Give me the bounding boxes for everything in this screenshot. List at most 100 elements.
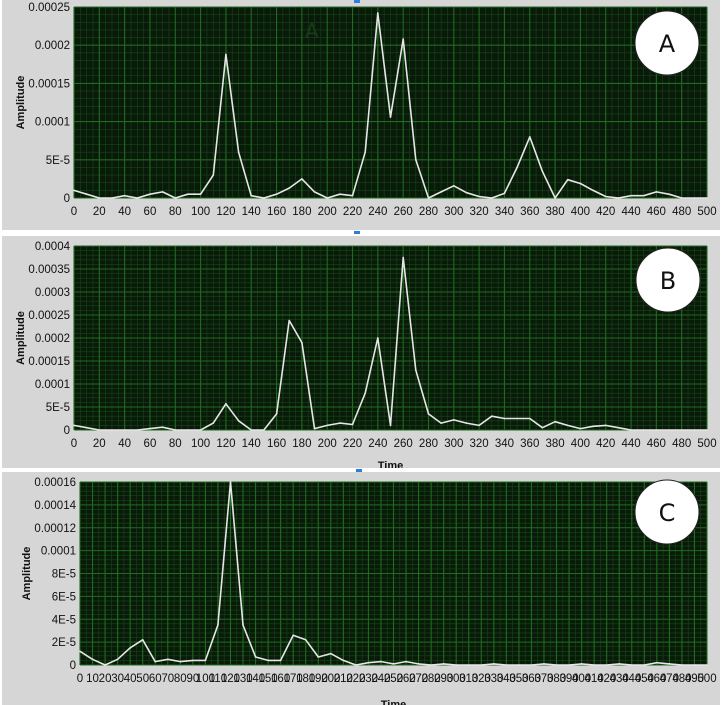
data-point: [98, 197, 101, 199]
data-point: [136, 197, 139, 199]
y-tick-label: 0: [70, 660, 76, 672]
chart-panel-c: 0 10 20 30 40 50 60 70 80 90 100 110 120 130 140 150 160…: [2, 472, 720, 705]
data-point: [111, 429, 113, 431]
y-tick-label: 0.0001: [35, 117, 70, 129]
x-tick-label: 480: [672, 438, 691, 450]
y-tick-label: 8E-5: [52, 569, 76, 581]
data-point: [123, 429, 126, 431]
data-point: [656, 661, 658, 664]
x-tick-label: 160: [267, 206, 286, 218]
x-tick-label: 360: [520, 206, 539, 218]
data-point: [174, 429, 177, 431]
data-point: [267, 659, 269, 662]
x-tick-label: 40: [124, 673, 137, 685]
data-point: [212, 174, 215, 176]
y-tick-label: 0.0001: [35, 379, 70, 391]
data-point: [528, 417, 531, 420]
data-point: [465, 422, 468, 424]
data-point: [192, 659, 194, 662]
data-point: [516, 417, 518, 420]
y-tick-label: 4E-5: [52, 614, 76, 626]
data-point: [313, 427, 316, 430]
data-point: [330, 652, 332, 655]
data-point: [377, 12, 379, 14]
data-point: [317, 656, 320, 658]
x-tick-label: 300: [447, 673, 466, 685]
x-tick-label: 120: [221, 673, 240, 685]
data-point: [427, 197, 430, 199]
data-point: [104, 664, 106, 666]
y-tick-label: 0.00015: [28, 78, 70, 90]
data-point: [668, 429, 670, 431]
data-point: [149, 427, 151, 430]
x-tick-label: 80: [169, 206, 182, 218]
x-axis-label: Time: [381, 699, 406, 705]
data-point: [480, 664, 483, 666]
x-tick-label: 400: [571, 206, 590, 218]
y-tick-label: 6E-5: [52, 591, 76, 603]
chart-a-svg: 0 20 40 60 80 100 120 140 160 180 200 220 240 260 280 3…: [15, 2, 717, 230]
data-point: [301, 341, 303, 344]
data-point: [364, 392, 366, 394]
data-point: [604, 195, 607, 198]
data-point: [225, 402, 227, 405]
data-point: [566, 178, 569, 181]
x-tick-label: 480: [672, 673, 691, 685]
x-tick-label: 430: [610, 673, 629, 685]
x-tick-label: 30: [111, 673, 124, 685]
data-point: [503, 192, 506, 195]
data-point: [617, 197, 620, 199]
data-point: [605, 664, 608, 666]
x-tick-label: 160: [271, 673, 290, 685]
data-point: [453, 184, 455, 187]
cursor-marker-a[interactable]: [354, 231, 360, 234]
x-tick-label: 250: [384, 673, 403, 685]
data-point: [693, 664, 696, 666]
y-tick-label: 5E-5: [46, 155, 70, 167]
y-tick-label: 5E-5: [46, 402, 70, 414]
data-point: [490, 197, 493, 199]
data-point: [568, 664, 570, 666]
data-point: [503, 417, 506, 420]
data-point: [154, 660, 157, 663]
data-point: [326, 424, 329, 427]
data-point: [129, 647, 131, 649]
data-point: [554, 420, 556, 423]
data-point: [73, 424, 75, 427]
x-tick-label: 460: [647, 673, 666, 685]
panel-badge-a: [634, 10, 700, 76]
data-point: [668, 663, 671, 665]
x-tick-label: 450: [635, 673, 654, 685]
x-tick-label: 360: [522, 673, 541, 685]
panel-badge-c: [634, 479, 700, 545]
x-tick-label: 490: [685, 673, 704, 685]
x-tick-label: 150: [259, 673, 278, 685]
y-tick-label: 0.0003: [35, 287, 70, 299]
x-tick-label: 330: [484, 673, 503, 685]
data-point: [351, 194, 354, 197]
y-tick-label: 2E-5: [52, 637, 76, 649]
data-point: [217, 624, 219, 626]
x-tick-label: 180: [292, 206, 311, 218]
x-tick-label: 80: [174, 673, 187, 685]
data-point: [415, 159, 417, 161]
data-point: [440, 422, 442, 424]
cursor-marker-top[interactable]: [354, 0, 360, 3]
data-point: [301, 178, 303, 180]
y-tick-label: 0.00014: [34, 500, 76, 512]
y-tick-label: 0.0002: [35, 333, 70, 345]
x-tick-label: 290: [434, 673, 453, 685]
cursor-marker-b[interactable]: [356, 469, 362, 473]
data-point: [543, 663, 545, 665]
y-axis-label: Amplitude: [15, 76, 27, 130]
data-point: [389, 424, 392, 427]
x-tick-label: 140: [246, 673, 265, 685]
y-tick-label: 0.0001: [41, 546, 76, 558]
x-tick-label: 280: [419, 206, 438, 218]
data-point: [643, 664, 646, 666]
x-tick-label: 240: [368, 206, 387, 218]
x-tick-label: 70: [161, 673, 174, 685]
x-tick-label: 320: [472, 673, 491, 685]
y-tick-label: 0.0002: [35, 40, 70, 52]
data-point: [123, 194, 126, 197]
